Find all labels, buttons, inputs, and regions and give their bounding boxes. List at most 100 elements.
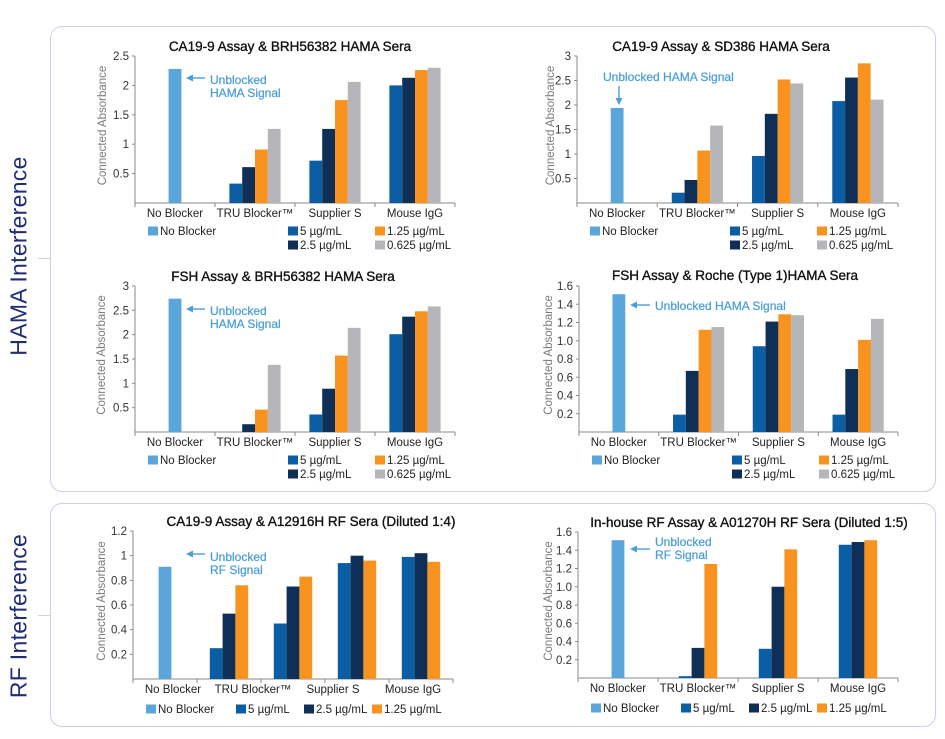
y-tick-label: 1.5 [555, 125, 571, 137]
legend-swatch-5-g-ml [236, 704, 246, 714]
x-tick-label: Mouse IgG [830, 437, 886, 449]
y-tick-label: 0.2 [557, 409, 573, 421]
bar-0-625-g-ml-group-3 [347, 327, 361, 432]
annotation-text: HAMA Signal [210, 86, 281, 100]
legend-label: No Blocker [604, 455, 660, 467]
chart-5: CA19-9 Assay & A12916H RF Sera (Diluted … [96, 514, 456, 716]
bar-5-g-ml-group-2 [671, 192, 685, 203]
legend-label: 2.5 µg/mL [300, 240, 352, 252]
chart-6: In-house RF Assay & A01270H RF Sera (Dil… [543, 515, 908, 715]
bar-2-5-g-ml-group-5 [414, 553, 428, 679]
x-tick-label: No Blocker [147, 437, 203, 449]
bar-0-625-g-ml-group-3 [790, 83, 804, 203]
annotation: Unblocked HAMA Signal [603, 70, 734, 105]
bar-5-g-ml-group-4 [832, 101, 846, 203]
legend-swatch-1-25-g-ml [817, 226, 827, 236]
x-tick-label: Supplier S [752, 437, 805, 449]
bar-1-25-g-ml-group-2 [255, 149, 268, 203]
y-tick-label: 0.8 [556, 600, 572, 612]
arrow-left-icon [186, 74, 193, 82]
bar-5-g-ml-group-4 [337, 563, 351, 679]
arrow-left-icon [186, 305, 193, 313]
y-tick-label: 2 [123, 330, 129, 342]
bar-2-5-g-ml-group-4 [402, 77, 415, 203]
x-tick-label: TRU Blocker™ [217, 208, 294, 220]
y-tick-label: 3 [123, 281, 129, 293]
bar-2-5-g-ml-group-3 [322, 388, 335, 432]
legend-swatch-2-5-g-ml [288, 240, 298, 250]
y-tick-label: 1.5 [113, 354, 129, 366]
legend: No Blocker 5 µg/mL 2.5 µg/mL 1.25 µg/mL 0.62… [590, 226, 894, 252]
chart-title: CA19-9 Assay & SD386 HAMA Sera [612, 39, 830, 54]
bar-5-g-ml-group-5 [401, 556, 415, 679]
legend-label: 5 µg/mL [744, 455, 786, 467]
x-tick-label: No Blocker [590, 683, 646, 695]
bar-1-25-g-ml-group-4 [415, 311, 428, 432]
y-tick-label: 0.4 [111, 625, 128, 637]
legend-swatch-5-g-ml [681, 703, 691, 713]
bar-no-blocker-group-1 [610, 107, 624, 203]
x-tick-label: TRU Blocker™ [659, 208, 736, 220]
y-tick-label: 2.5 [555, 76, 571, 88]
bar-1-25-g-ml-group-2 [698, 329, 712, 432]
legend-label: 2.5 µg/mL [744, 469, 796, 481]
bar-1-25-g-ml-group-3 [335, 355, 348, 432]
y-axis-label: Connected Absorbance [545, 66, 557, 186]
chart-2: CA19-9 Assay & SD386 HAMA Sera Connected … [545, 39, 899, 252]
chart-title: CA19-9 Assay & A12916H RF Sera (Diluted … [167, 514, 456, 529]
bar-1-25-g-ml-group-4 [864, 540, 878, 678]
y-tick-label: 1 [123, 139, 129, 151]
y-tick-label: 1.6 [556, 527, 572, 539]
legend: No Blocker 5 µg/mL 2.5 µg/mL 1.25 µg/mL [146, 704, 442, 716]
legend-swatch-0-625-g-ml [817, 240, 827, 250]
y-axis-label: Connected Absorbance [543, 295, 555, 415]
bar-5-g-ml-group-3 [758, 648, 772, 678]
bar-1-25-g-ml-group-3 [299, 576, 313, 679]
bar-1-25-g-ml-group-3 [778, 314, 792, 432]
y-tick-label: 2.5 [113, 51, 129, 63]
legend-swatch-no-blocker [592, 455, 602, 465]
bar-5-g-ml-group-4 [389, 334, 403, 432]
legend-swatch-1-25-g-ml [817, 703, 827, 713]
bar-1-25-g-ml-group-4 [858, 339, 871, 432]
chart-1: CA19-9 Assay & BRH56382 HAMA Sera Connect… [97, 39, 456, 252]
legend-label: 2.5 µg/mL [300, 469, 352, 481]
annotation-text: Unblocked [210, 304, 267, 318]
legend-swatch-0-625-g-ml [375, 240, 385, 250]
arrow-left-icon [630, 545, 637, 553]
bar-0-625-g-ml-group-4 [427, 306, 441, 432]
legend-swatch-1-25-g-ml [372, 704, 382, 714]
legend-label: 5 µg/mL [300, 455, 342, 467]
bar-0-625-g-ml-group-4 [870, 318, 884, 432]
bar-2-5-g-ml-group-4 [851, 542, 865, 678]
y-axis-label: Connected Absorbance [97, 66, 109, 186]
y-tick-label: 1.2 [111, 526, 127, 538]
bar-0-625-g-ml-group-4 [870, 99, 884, 203]
hama-section-connector [38, 258, 50, 259]
bar-5-g-ml-group-3 [309, 414, 323, 432]
y-tick-label: 0.6 [556, 618, 572, 630]
y-tick-label: 1 [123, 378, 129, 390]
bar-1-25-g-ml-group-2 [255, 409, 268, 432]
y-tick-label: 0.8 [557, 354, 573, 366]
bar-1-25-g-ml-group-3 [335, 100, 348, 203]
bar-2-5-g-ml-group-3 [764, 113, 778, 203]
bar-2-5-g-ml-group-4 [350, 555, 364, 679]
bar-no-blocker-group-1 [168, 68, 182, 203]
bar-1-25-g-ml-group-2 [235, 585, 249, 679]
bar-0-625-g-ml-group-3 [791, 315, 804, 432]
x-tick-label: Mouse IgG [385, 684, 441, 696]
legend-label: No Blocker [160, 226, 216, 238]
legend-label: 1.25 µg/mL [384, 704, 442, 716]
legend-label: 1.25 µg/mL [387, 455, 445, 467]
x-tick-label: TRU Blocker™ [660, 437, 737, 449]
bar-5-g-ml-group-4 [838, 544, 852, 678]
legend-label: 2.5 µg/mL [761, 703, 813, 715]
bar-2-5-g-ml-group-2 [685, 370, 699, 432]
legend-swatch-no-blocker [148, 226, 158, 236]
bar-2-5-g-ml-group-3 [765, 321, 779, 432]
legend-swatch-2-5-g-ml [732, 469, 742, 479]
legend-label: 2.5 µg/mL [742, 240, 794, 252]
bar-0-625-g-ml-group-2 [267, 364, 281, 432]
bar-2-5-g-ml-group-4 [845, 369, 859, 432]
